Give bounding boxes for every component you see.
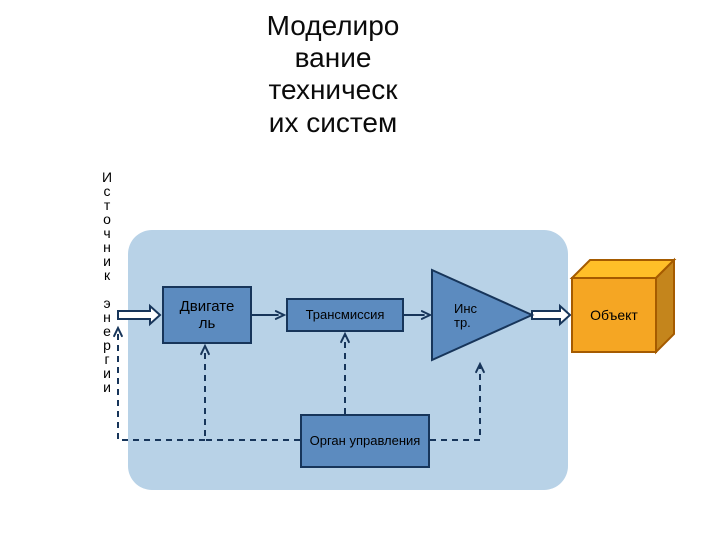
node-control-label: Орган управления (306, 432, 425, 451)
node-tool (432, 270, 532, 360)
diagram-stage: Моделиро вание техническ их системИ с т … (0, 0, 720, 540)
node-tool-label: Инс тр. (454, 302, 477, 331)
node-control: Орган управления (300, 414, 430, 468)
node-object-label: Объект (572, 278, 656, 352)
node-engine-label: Двигате ль (176, 296, 239, 335)
node-engine: Двигате ль (162, 286, 252, 344)
node-transmission: Трансмиссия (286, 298, 404, 332)
node-transmission-label: Трансмиссия (302, 306, 389, 325)
